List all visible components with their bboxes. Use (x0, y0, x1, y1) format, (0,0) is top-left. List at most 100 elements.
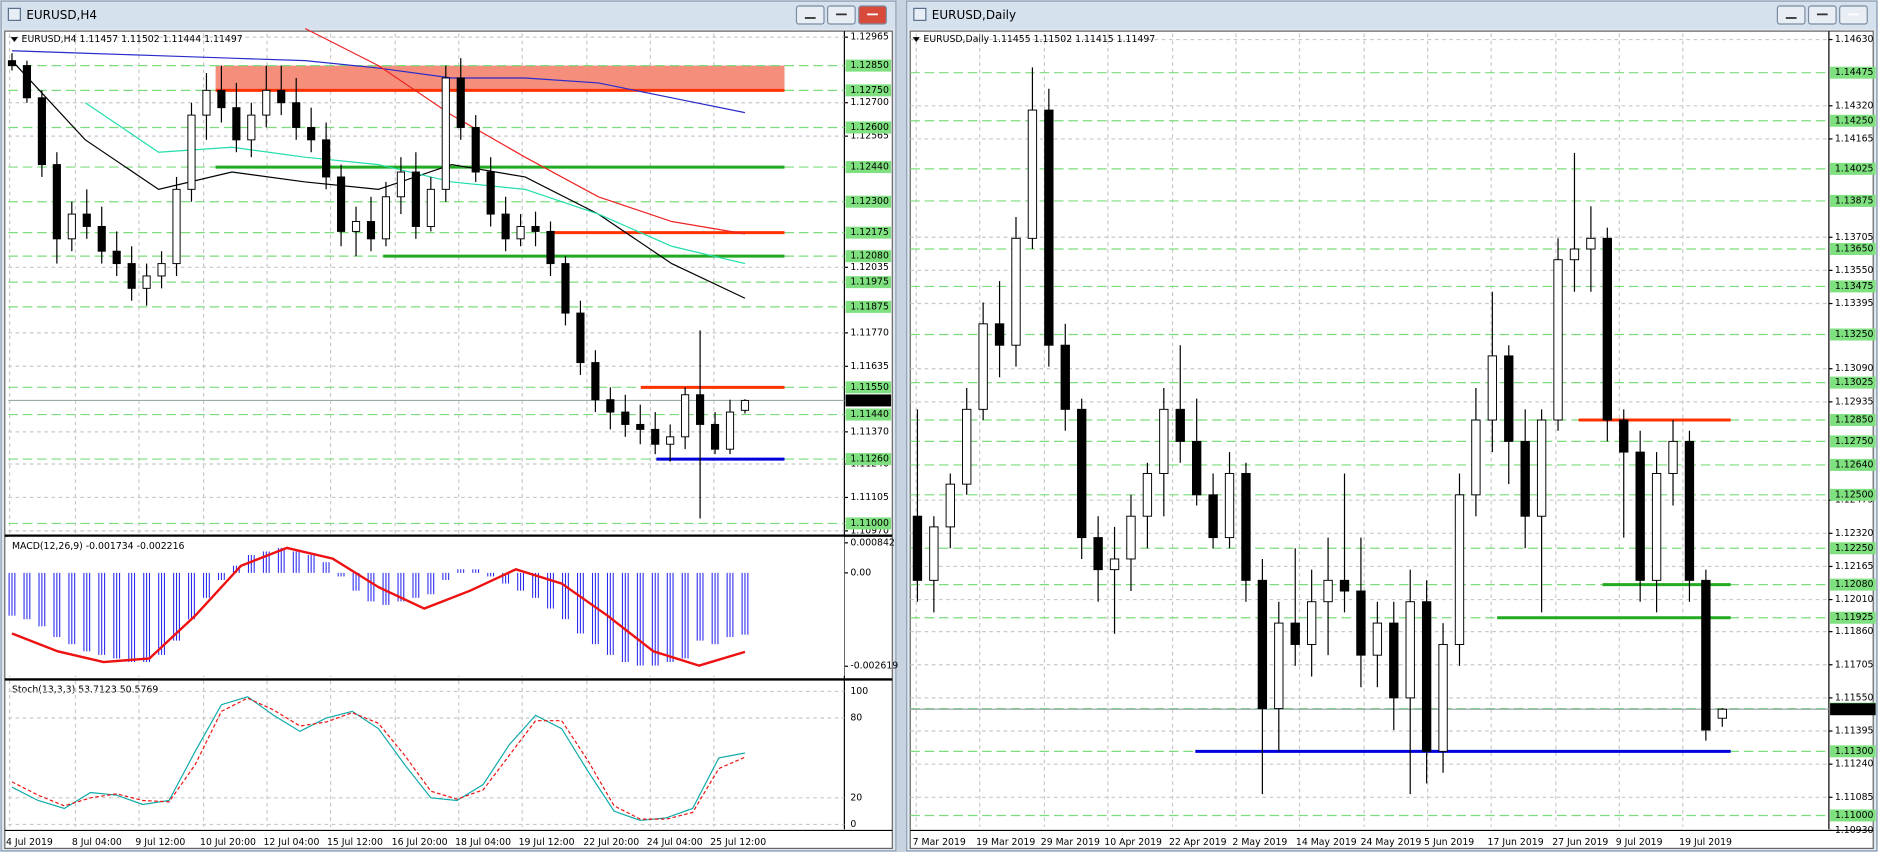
level-label-bg (845, 195, 892, 208)
stoch-tick-label: 80 (850, 713, 862, 724)
level-label-bg (1830, 578, 1876, 591)
candle-body (1553, 259, 1563, 421)
date-label: 10 Jul 20:00 (200, 837, 256, 848)
price-tick-label: 1.14630 (1835, 34, 1874, 45)
level-label-bg (845, 453, 892, 466)
candle-body (187, 114, 196, 190)
level-label: 1.12600 (850, 122, 889, 133)
stoch-tick-label: 0 (850, 819, 856, 830)
candle-body (740, 399, 750, 411)
candle-body (591, 362, 600, 401)
candle-body (67, 213, 76, 240)
candle-body (262, 89, 271, 116)
candle-body (157, 263, 166, 277)
level-label-bg (1830, 611, 1876, 624)
date-label: 10 Apr 2019 (1104, 837, 1162, 848)
minimize-button[interactable] (795, 5, 825, 25)
candle-body (366, 221, 376, 240)
date-label: 14 May 2019 (1296, 837, 1357, 848)
candle-body (1126, 515, 1136, 560)
candle-body (172, 188, 181, 265)
level-label-bg (1830, 414, 1876, 427)
price-tick-label: 1.11635 (850, 361, 889, 372)
candle-body (666, 436, 675, 445)
candle-body (292, 102, 301, 128)
stoch-label: Stoch(13,3,3) 53.7123 50.5769 (12, 685, 158, 696)
level-label-bg (845, 84, 892, 97)
candle-body (247, 114, 256, 141)
candle-body (1405, 601, 1415, 699)
candle-body (7, 60, 17, 67)
candle-body (1142, 472, 1153, 517)
candle-body (1619, 419, 1629, 453)
candle-body (82, 213, 91, 227)
candle-body (1224, 472, 1235, 539)
price-tick-label: 1.12565 (850, 131, 889, 142)
candle-body (1192, 440, 1202, 496)
candle-body (441, 77, 450, 190)
date-label: 4 Jul 2019 (6, 837, 53, 848)
date-label: 8 Jul 04:00 (72, 837, 122, 848)
price-tick-label: 1.11105 (850, 492, 889, 503)
level-label-bg (845, 250, 892, 263)
level-label: 1.12750 (1835, 436, 1874, 447)
level-label-bg (845, 408, 892, 421)
price-tick-label: 1.11770 (850, 327, 889, 338)
stoch-tick-label: 20 (850, 792, 862, 803)
level-label-bg (1830, 542, 1876, 555)
candle-body (1109, 558, 1120, 571)
price-tick-label: 1.14320 (1835, 100, 1874, 111)
date-label: 22 Jul 20:00 (583, 837, 639, 848)
candle-body (1569, 248, 1580, 261)
candle-body (217, 89, 226, 109)
candle-body (202, 89, 211, 116)
level-label-bg (1830, 243, 1876, 256)
level-label-bg (1830, 435, 1876, 448)
level-label: 1.12080 (850, 251, 889, 262)
price-tick-label: 1.12035 (850, 262, 889, 273)
window-icon (913, 7, 927, 21)
price-tick-label: 1.12935 (1835, 396, 1874, 407)
candle-body (1257, 579, 1268, 710)
minimize-button[interactable] (1776, 5, 1806, 25)
level-label: 1.11260 (850, 454, 889, 465)
macd-pane (8, 536, 845, 676)
candle-body (486, 171, 495, 215)
window-icon (7, 7, 21, 21)
price-tick-label: 1.10970 (850, 525, 889, 536)
header-arrow (912, 37, 920, 42)
level-label-bg (1830, 376, 1876, 389)
level-label: 1.12300 (850, 196, 889, 207)
candle-body (912, 515, 923, 581)
level-label: 1.12850 (850, 60, 889, 71)
level-label: 1.11975 (850, 277, 889, 288)
candle-body (1454, 494, 1465, 645)
level-label: 1.12440 (850, 162, 889, 173)
candle-body (576, 312, 585, 364)
moving-average (11, 60, 746, 299)
price-tick-label: 1.13395 (1835, 298, 1874, 309)
candle-body (710, 423, 720, 450)
price-tick-label: 1.11085 (1835, 792, 1874, 803)
level-label: 1.11550 (850, 382, 889, 393)
level-label: 1.13650 (1835, 244, 1874, 255)
date-label: 19 Mar 2019 (976, 837, 1035, 848)
macd-signal (11, 546, 746, 667)
candle-body (381, 196, 391, 240)
candle-body (606, 399, 615, 413)
level-label: 1.13875 (1835, 195, 1874, 206)
date-label: 19 Jul 2019 (1679, 837, 1732, 848)
stoch-tick-label: 100 (850, 686, 868, 697)
price-tick-label: 1.14165 (1835, 133, 1874, 144)
candle-body (1208, 494, 1218, 539)
candle-body (725, 411, 735, 450)
price-tick-label: 1.12165 (1835, 561, 1874, 572)
candle-body (962, 408, 972, 485)
candle-body (277, 89, 286, 104)
candle-body (396, 171, 405, 198)
price-tick-label: 1.12010 (1835, 594, 1874, 605)
candle-body (1093, 537, 1103, 571)
candle-body (232, 107, 241, 141)
date-label: 25 Jul 12:00 (710, 837, 766, 848)
